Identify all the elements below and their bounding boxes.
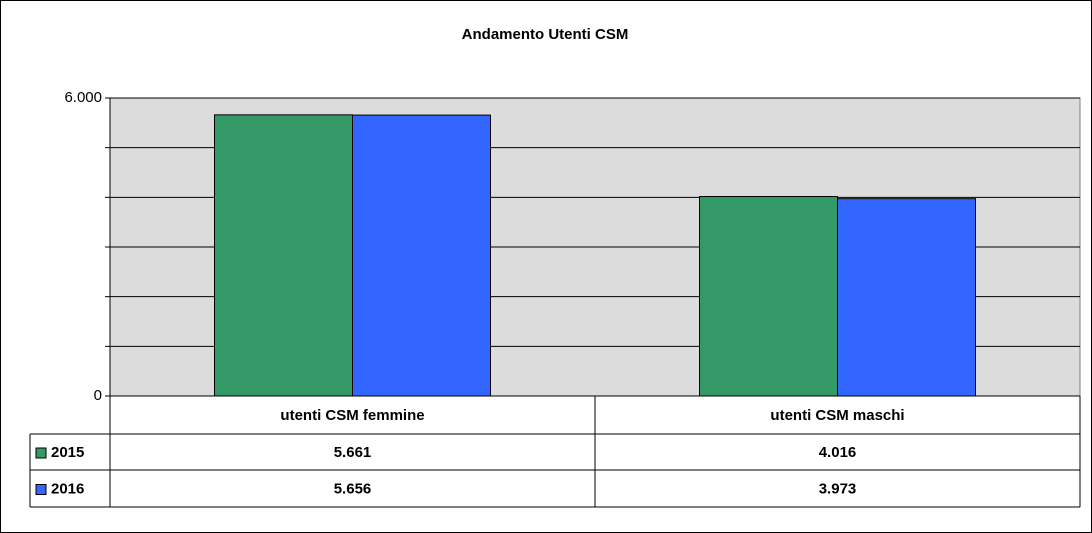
legend-label: 2015 [51, 444, 84, 461]
bar [837, 198, 976, 397]
legend-key [35, 447, 47, 459]
y-tick-label: 6.000 [64, 89, 102, 106]
data-label: 3.973 [819, 480, 857, 497]
data-label: 4.016 [819, 444, 857, 461]
legend-key [35, 484, 47, 495]
chart-title: Andamento Utenti CSM [462, 26, 629, 43]
x-tick-label: utenti CSM femmine [280, 407, 424, 424]
legend-label: 2016 [51, 480, 84, 497]
bar [699, 196, 838, 397]
data-label: 5.656 [334, 480, 372, 497]
bar [352, 114, 491, 397]
data-label: 5.661 [334, 444, 372, 461]
bar [214, 114, 353, 397]
x-tick-label: utenti CSM maschi [770, 407, 904, 424]
y-tick-label: 0 [94, 387, 102, 404]
